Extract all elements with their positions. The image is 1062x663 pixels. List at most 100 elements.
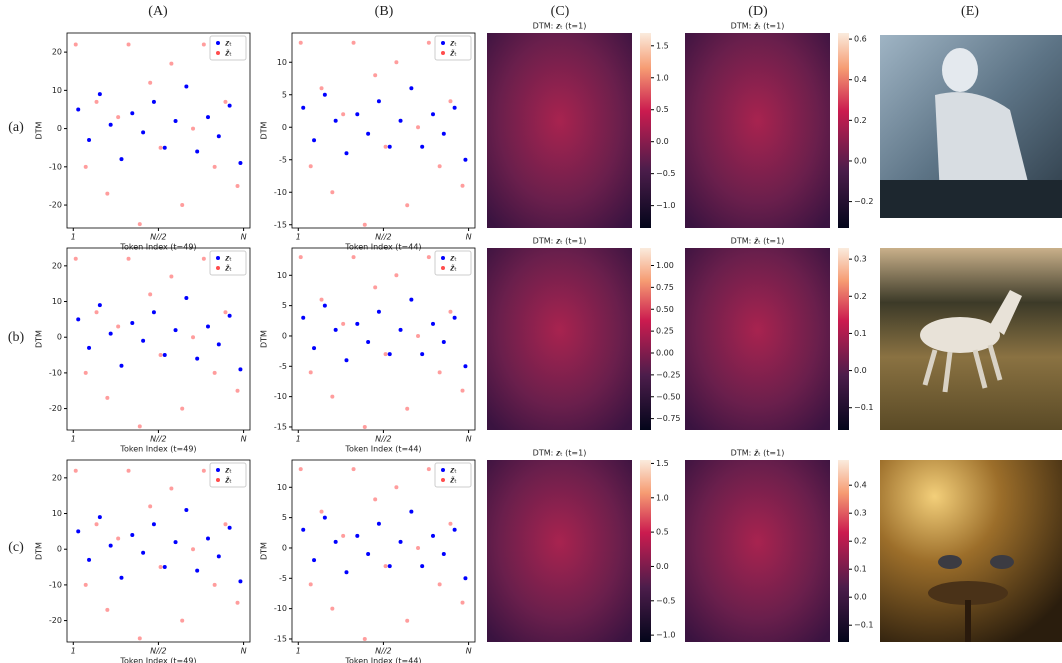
x-tick-label: N [241,233,247,242]
point [308,164,313,169]
x-tick-label: 1 [71,233,76,242]
point [205,536,210,541]
point [212,164,217,169]
colorbar-tick-label: 0.0 [656,562,669,571]
colorbar-tick-label: 0.2 [854,116,867,125]
point [238,579,243,584]
point [398,118,403,123]
x-axis-label: Token Index (t=49) [119,657,196,663]
point [94,99,99,104]
x-axis-label: Token Index (t=44) [344,243,421,252]
colorbar-tick-label: 0.0 [854,156,867,165]
colorbar-tick-label: 1.5 [656,41,669,50]
chart-title: DTM: 𝒛ₜ (t=1) [533,22,587,31]
point [426,255,431,260]
point [405,203,410,208]
photo-horse [880,248,1062,430]
point [238,367,243,372]
point [373,497,378,502]
point [235,183,240,188]
point [227,525,232,530]
point [341,112,346,117]
y-tick-label: -20 [49,201,62,210]
y-tick-label: -10 [49,580,62,589]
x-tick-label: 1 [71,647,76,656]
legend-marker [441,51,445,55]
point [437,164,442,169]
point [126,42,131,47]
chart-title: DTM: 𝒛ₜ (t=1) [533,237,587,246]
colorbar-tick-label: 0.0 [854,593,867,602]
point [151,99,156,104]
y-tick-label: 5 [282,513,287,522]
y-tick-label: 20 [52,473,62,482]
point [97,515,102,520]
colorbar-tick-label: −0.25 [656,370,681,379]
y-tick-label: -15 [274,422,287,431]
point [158,565,163,570]
point [351,40,356,45]
column-label: (E) [961,4,979,19]
point [301,527,306,532]
colorbar [838,248,849,430]
colorbar-tick-label: 0.2 [854,292,867,301]
point [83,370,88,375]
point [409,86,414,91]
point [158,353,163,358]
colorbar-tick-label: 1.00 [656,261,674,270]
point [394,60,399,65]
legend-marker [216,256,220,260]
point [108,543,113,548]
point [362,424,367,429]
nest [928,581,1008,605]
point [97,303,102,308]
point [322,515,327,520]
heatmap-image [487,248,632,430]
point [366,340,371,345]
colorbar-tick-label: 0.3 [854,255,867,264]
y-tick-label: 5 [282,90,287,99]
point [97,92,102,97]
bird [990,555,1014,569]
x-tick-label: N//2 [375,435,391,444]
point [330,394,335,399]
x-axis-label: Token Index (t=49) [119,445,196,454]
point [420,352,425,357]
y-tick-label: -20 [49,616,62,625]
y-tick-label: 0 [282,543,287,552]
point [398,327,403,332]
point [448,309,453,314]
point [387,352,392,357]
point [298,40,303,45]
point [76,107,81,112]
point [426,467,431,472]
point [201,42,206,47]
colorbar-tick-label: 1.5 [656,459,669,468]
point [394,485,399,490]
point [301,315,306,320]
point [437,582,442,587]
plot-frame [66,32,251,229]
point [319,509,324,514]
point [216,342,221,347]
point [227,103,232,108]
legend-label: 𝒛ₜ [450,254,457,263]
point [333,118,338,123]
y-tick-label: 10 [277,58,287,67]
y-axis-label: DTM [35,542,44,560]
y-tick-label: -5 [279,155,287,164]
colorbar-tick-label: −0.75 [656,414,681,423]
colorbar-tick-label: −0.1 [854,403,873,412]
point [130,111,135,116]
point [312,346,317,351]
point [420,564,425,569]
colorbar-tick-label: 0.75 [656,283,674,292]
point [223,522,228,527]
colorbar-tick-label: 0.1 [854,565,867,574]
point [216,554,221,559]
point [387,144,392,149]
column-label: (C) [551,4,570,19]
legend-label: 𝒛̃ₜ [450,49,457,58]
legend-marker [441,266,445,270]
